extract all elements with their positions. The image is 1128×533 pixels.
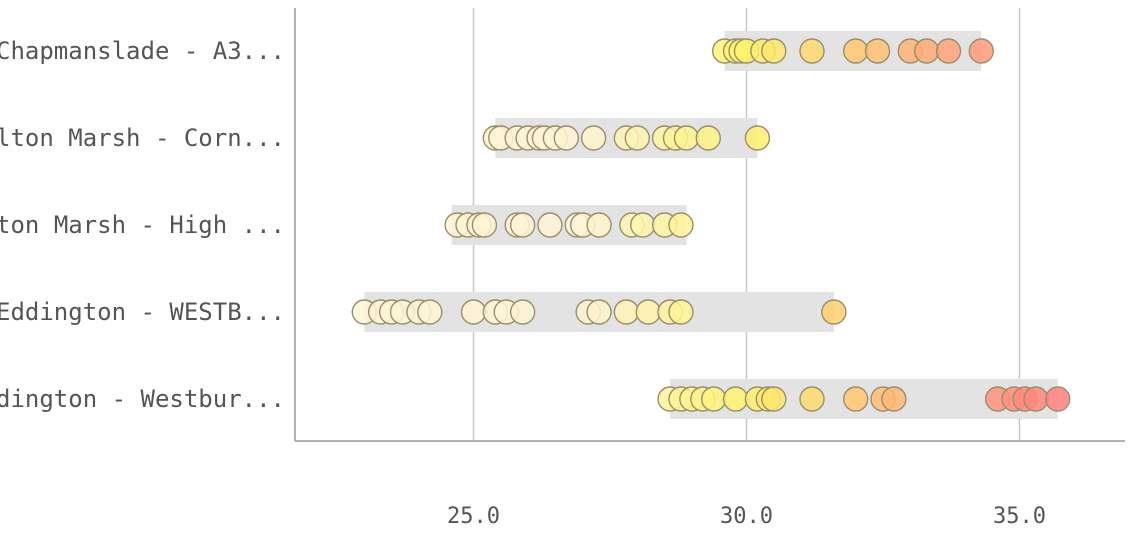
category-label: 30 - Eddington - WESTB...: [0, 298, 285, 326]
category-label: 30 - Dilton Marsh - High ...: [0, 211, 285, 239]
data-point[interactable]: [701, 386, 727, 412]
data-point[interactable]: [843, 38, 869, 64]
data-point[interactable]: [635, 299, 661, 325]
data-point[interactable]: [553, 125, 580, 151]
data-point[interactable]: [460, 299, 487, 325]
x-tick-label: 30.0: [720, 504, 773, 529]
data-point[interactable]: [624, 125, 650, 151]
data-point[interactable]: [509, 299, 536, 325]
x-tick-label: 35.0: [993, 504, 1046, 529]
data-point[interactable]: [673, 125, 700, 151]
data-point[interactable]: [913, 38, 940, 64]
data-point[interactable]: [881, 386, 907, 412]
data-point[interactable]: [668, 299, 694, 325]
data-point[interactable]: [864, 38, 891, 64]
data-points: [351, 38, 1071, 412]
data-point[interactable]: [722, 386, 749, 412]
data-point[interactable]: [799, 386, 825, 412]
data-point[interactable]: [843, 386, 869, 412]
data-point[interactable]: [799, 38, 825, 64]
data-point[interactable]: [968, 38, 994, 64]
category-labels: 30 - Chapmanslade - A3... 30 - Dilton Mar…: [0, 37, 285, 413]
data-point[interactable]: [668, 212, 694, 238]
data-point[interactable]: [1023, 386, 1049, 412]
x-tick-label: 25.0: [447, 504, 500, 529]
category-label: 30 - Dilton Marsh - Corn...: [0, 124, 285, 152]
axes: [294, 8, 1125, 442]
category-label: 30 - Edington - Westbur...: [0, 385, 285, 413]
data-point[interactable]: [586, 212, 612, 238]
data-point[interactable]: [935, 38, 962, 64]
data-point[interactable]: [821, 299, 847, 325]
data-point[interactable]: [630, 212, 656, 238]
data-point[interactable]: [580, 125, 607, 151]
data-point[interactable]: [537, 212, 563, 238]
x-tick-labels: 25.0 30.0 35.0: [447, 504, 1046, 529]
data-point[interactable]: [1045, 386, 1071, 412]
data-point[interactable]: [761, 38, 787, 64]
data-point[interactable]: [586, 299, 612, 325]
data-point[interactable]: [761, 386, 787, 412]
data-point[interactable]: [471, 212, 498, 238]
data-point[interactable]: [509, 212, 536, 238]
data-point[interactable]: [695, 125, 721, 151]
data-point[interactable]: [613, 299, 640, 325]
data-point[interactable]: [744, 125, 771, 151]
category-label: 30 - Chapmanslade - A3...: [0, 37, 285, 65]
data-point[interactable]: [417, 299, 443, 325]
